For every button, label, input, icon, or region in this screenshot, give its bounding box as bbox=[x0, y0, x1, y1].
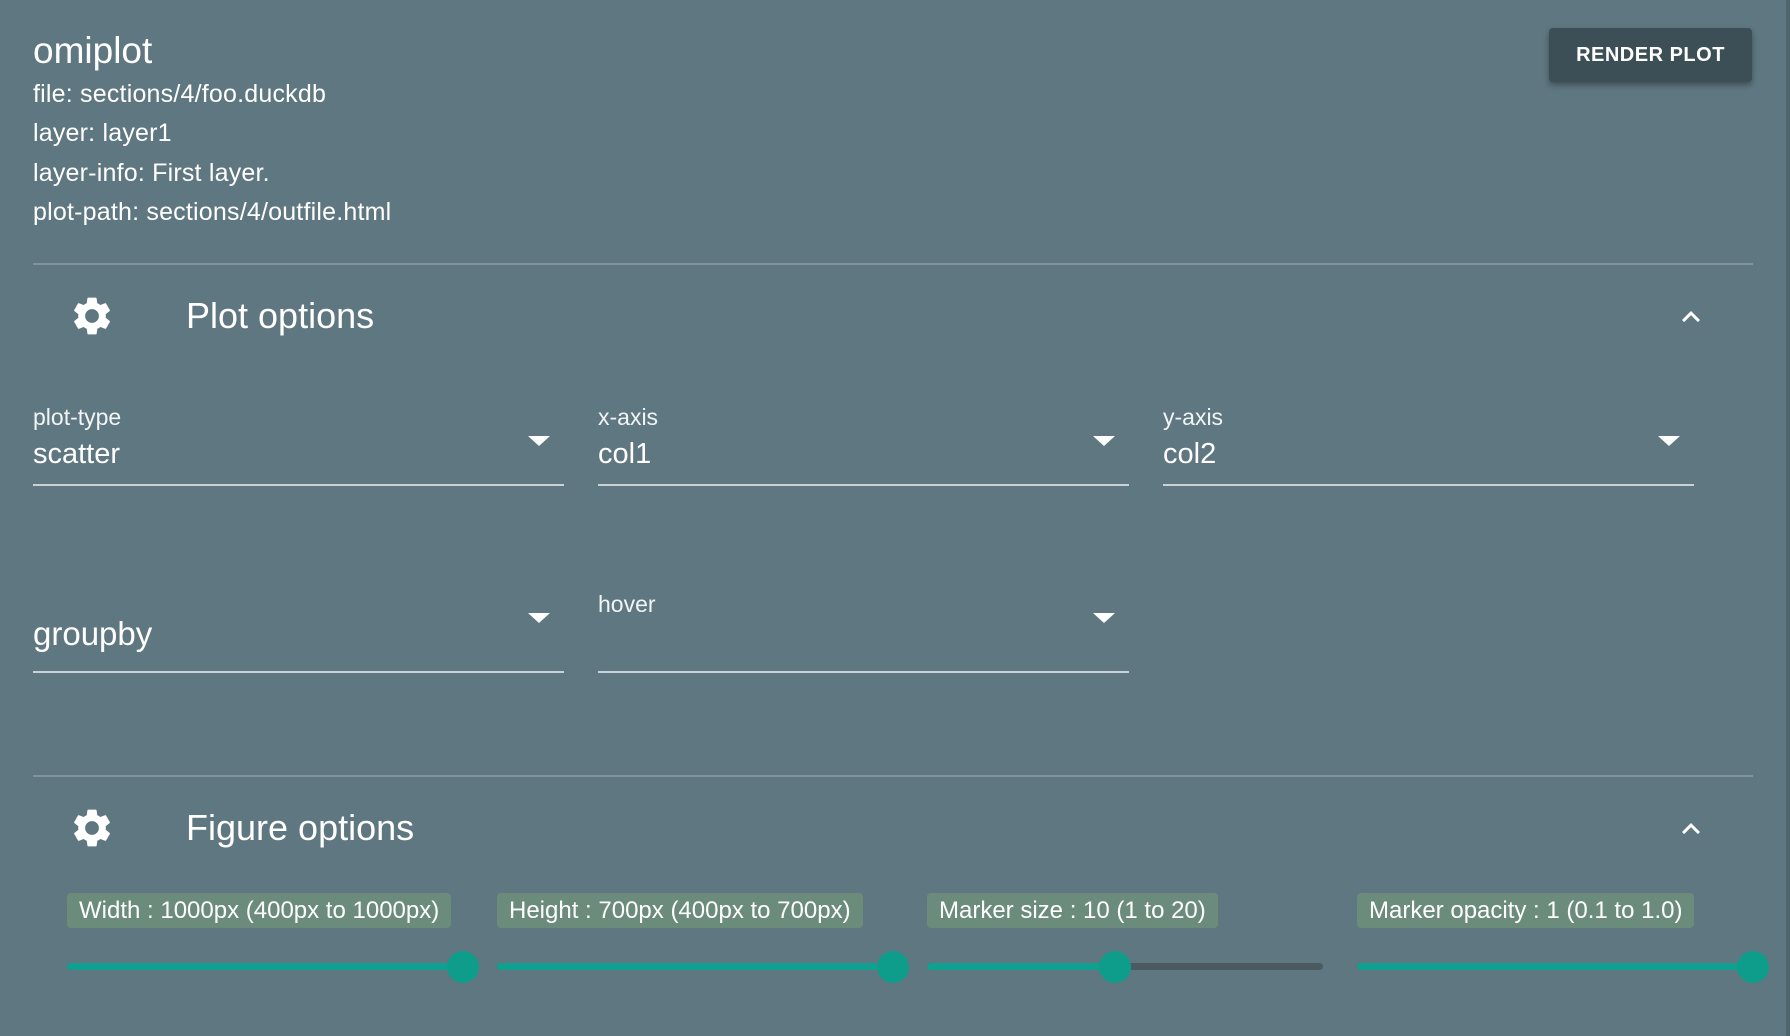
groupby-label: groupby bbox=[33, 615, 153, 652]
divider bbox=[33, 775, 1753, 777]
slider-thumb[interactable] bbox=[1737, 951, 1769, 983]
chevron-up-icon[interactable] bbox=[1673, 299, 1709, 335]
y-axis-value: col2 bbox=[1163, 438, 1217, 470]
y-axis-label: y-axis bbox=[1163, 404, 1224, 430]
scrollbar-track[interactable] bbox=[1786, 0, 1790, 1036]
dropdown-arrow-icon[interactable] bbox=[1093, 436, 1115, 446]
gear-icon bbox=[74, 297, 110, 335]
chevron-up-icon[interactable] bbox=[1673, 811, 1709, 847]
divider bbox=[33, 263, 1753, 265]
layer-description: layer-info: First layer. bbox=[33, 159, 270, 187]
x-axis-value: col1 bbox=[598, 438, 652, 470]
dropdown-arrow-icon[interactable] bbox=[528, 613, 550, 623]
dropdown-arrow-icon[interactable] bbox=[1658, 436, 1680, 446]
slider-thumb[interactable] bbox=[877, 951, 909, 983]
gear-icon bbox=[74, 809, 110, 847]
slider-thumb[interactable] bbox=[1098, 951, 1131, 983]
y-axis-select[interactable]: y-axis col2 bbox=[1163, 392, 1694, 486]
plot-options-header[interactable]: Plot options bbox=[33, 277, 1753, 357]
x-axis-select[interactable]: x-axis col1 bbox=[598, 392, 1129, 486]
height-slider-label: Height : 700px (400px to 700px) bbox=[497, 893, 863, 928]
marker-opacity-slider-label: Marker opacity : 1 (0.1 to 1.0) bbox=[1357, 893, 1695, 928]
hover-select[interactable]: hover bbox=[598, 579, 1129, 673]
figure-options-title: Figure options bbox=[186, 807, 415, 848]
width-slider[interactable]: Width : 1000px (400px to 1000px) bbox=[67, 893, 479, 993]
slider-thumb[interactable] bbox=[447, 951, 479, 983]
marker-size-slider-label: Marker size : 10 (1 to 20) bbox=[927, 893, 1218, 928]
dropdown-arrow-icon[interactable] bbox=[1093, 613, 1115, 623]
file-info: file: sections/4/foo.duckdb bbox=[33, 80, 327, 108]
plot-type-value: scatter bbox=[33, 438, 121, 470]
plot-path-info: plot-path: sections/4/outfile.html bbox=[33, 198, 392, 226]
dropdown-arrow-icon[interactable] bbox=[528, 436, 550, 446]
figure-options-header[interactable]: Figure options bbox=[33, 789, 1753, 869]
plot-type-select[interactable]: plot-type scatter bbox=[33, 392, 564, 486]
slider-fill bbox=[1357, 963, 1753, 970]
groupby-select[interactable]: groupby bbox=[33, 579, 564, 673]
plot-type-label: plot-type bbox=[33, 404, 122, 430]
marker-opacity-slider[interactable]: Marker opacity : 1 (0.1 to 1.0) bbox=[1357, 893, 1769, 993]
plot-options-title: Plot options bbox=[186, 295, 375, 336]
layer-info: layer: layer1 bbox=[33, 119, 172, 147]
marker-size-slider[interactable]: Marker size : 10 (1 to 20) bbox=[927, 893, 1323, 993]
hover-label: hover bbox=[598, 591, 656, 617]
slider-fill bbox=[927, 963, 1115, 970]
slider-fill bbox=[67, 963, 463, 970]
width-slider-label: Width : 1000px (400px to 1000px) bbox=[67, 893, 452, 928]
x-axis-label: x-axis bbox=[598, 404, 659, 430]
render-plot-button[interactable]: RENDER PLOT bbox=[1549, 28, 1752, 82]
height-slider[interactable]: Height : 700px (400px to 700px) bbox=[497, 893, 909, 993]
slider-fill bbox=[497, 963, 893, 970]
app-title: omiplot bbox=[33, 30, 153, 71]
